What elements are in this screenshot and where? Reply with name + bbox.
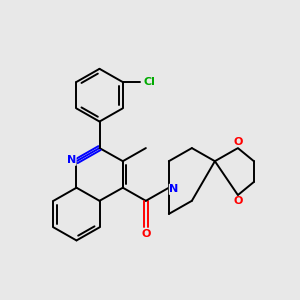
Text: O: O <box>233 196 243 206</box>
Text: O: O <box>141 230 151 239</box>
Text: Cl: Cl <box>143 77 155 87</box>
Text: O: O <box>233 137 243 147</box>
Text: N: N <box>169 184 178 194</box>
Text: N: N <box>67 155 76 165</box>
